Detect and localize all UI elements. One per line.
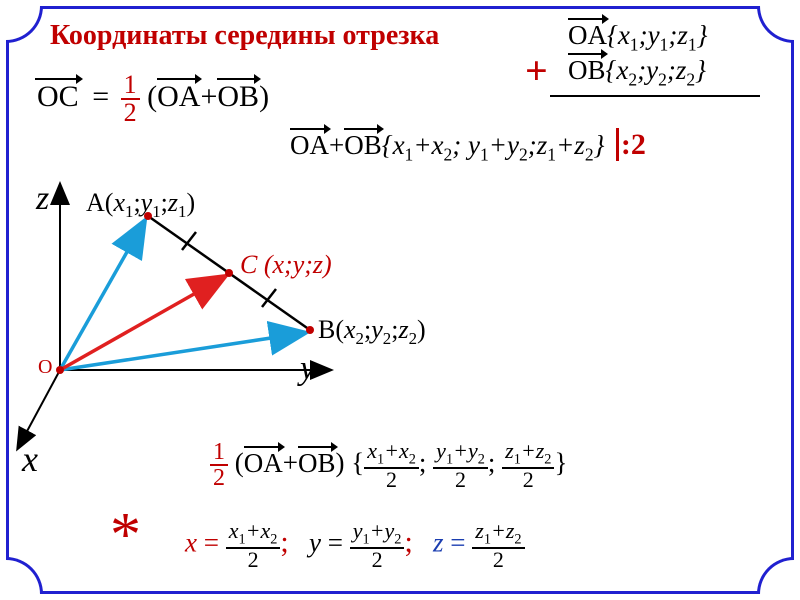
mid-formula: 1 2 (OA+OB) {x1+x22; y1+y22; z1+z22} bbox=[210, 440, 567, 491]
result-formulas: x = x1+x22; y = y1+y22; z = z1+z22 bbox=[185, 520, 525, 571]
o-label: O bbox=[38, 356, 52, 379]
a-label: A(x1;y1;z1) bbox=[86, 188, 195, 222]
y-label: y bbox=[300, 350, 315, 388]
b-label: B(x2;y2;z2) bbox=[318, 315, 426, 349]
vector-ob bbox=[60, 333, 304, 370]
star-icon: * bbox=[110, 500, 141, 571]
slide-content: Координаты середины отрезка OC = 1 2 (OA… bbox=[0, 0, 800, 600]
point-o bbox=[56, 366, 64, 374]
vec-ob-mid: OB bbox=[298, 448, 336, 478]
x-axis bbox=[18, 370, 60, 448]
x-label: x bbox=[22, 438, 38, 480]
point-c bbox=[225, 269, 233, 277]
c-label: C (x;y;z) bbox=[240, 250, 332, 280]
z-label: z bbox=[36, 180, 49, 218]
vec-oa-mid: OA bbox=[244, 448, 283, 478]
point-b bbox=[306, 326, 314, 334]
